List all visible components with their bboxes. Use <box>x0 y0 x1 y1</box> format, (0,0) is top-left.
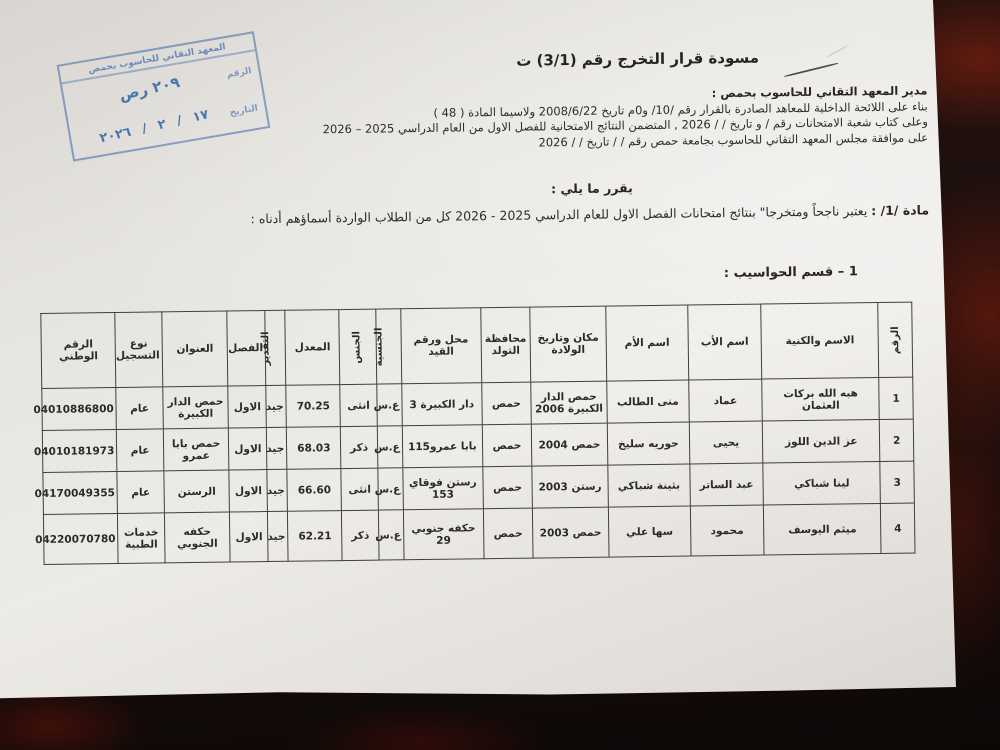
student-cell: ع.س <box>375 467 404 511</box>
student-cell: 04170049355 <box>34 471 118 515</box>
column-header: الاسم والكنية <box>760 302 880 380</box>
preamble-block: مدير المعهد التقاني للحاسوب بحمص : بناء … <box>67 83 929 156</box>
student-cell: 62.21 <box>287 510 343 562</box>
student-cell: ع.س <box>374 425 403 469</box>
column-header: الجنس <box>339 309 377 385</box>
student-cell: الاول <box>229 469 268 513</box>
student-cell: عام <box>116 386 164 430</box>
student-cell: حمص بابا عمرو <box>163 428 230 471</box>
student-cell: الرستن <box>163 470 230 513</box>
student-cell: حوريه سليخ <box>607 422 690 466</box>
student-cell: عام <box>117 470 165 514</box>
article-1-line: مادة /1/ : يعتبر ناجحاً ومتخرجا" بنتائج … <box>49 202 930 229</box>
student-cell: عبد الساتر <box>689 463 764 507</box>
students-table: الرقم الاسم والكنية اسم الأب اسم الأم مكان و… <box>33 302 916 565</box>
student-cell: 4 <box>880 503 916 554</box>
student-cell: الاول <box>228 427 268 471</box>
decree-intro: يقرر ما يلي : <box>551 180 633 197</box>
student-cell: رستن 2003 <box>531 465 609 509</box>
student-cell: خدمات الطبية <box>117 512 165 564</box>
student-cell: ع.س <box>375 509 404 561</box>
column-header: المعدل <box>284 309 341 386</box>
student-cell: منى الطالب <box>606 380 690 424</box>
document-title: مسودة قرار التخرج رقم (3/1) ت <box>516 48 760 70</box>
student-cell: 66.60 <box>286 468 342 512</box>
student-cell: حمص <box>481 382 532 425</box>
student-cell: جيد <box>267 469 288 512</box>
student-cell: حمص <box>483 508 534 559</box>
student-cell: حمص <box>482 424 532 467</box>
student-cell: ع.س <box>373 383 402 427</box>
student-cell: ميثم اليوسف <box>763 503 882 556</box>
student-cell: حكفه جنوبي 29 <box>403 508 484 560</box>
student-cell: جيد <box>267 511 289 562</box>
student-cell: عز الدين اللوز <box>762 419 881 464</box>
student-cell: انثى <box>341 468 379 511</box>
table-header-row: الرقم الاسم والكنية اسم الأب اسم الأم مكان و… <box>40 302 913 389</box>
student-cell: 04220070780 <box>35 513 119 565</box>
student-cell: 2 <box>879 419 914 462</box>
student-row: 4 ميثم اليوسف محمود سها علي حمص 2003 حمص حكفه … <box>35 503 916 565</box>
student-cell: الاول <box>228 385 267 429</box>
column-header: نوع التسجيل <box>115 311 163 388</box>
student-cell: حمص الدار الكبيرة <box>162 386 229 429</box>
student-cell: حكفه الجنوبي <box>164 512 231 563</box>
student-cell: سها علي <box>608 506 691 558</box>
student-cell: دار الكبيرة 3 <box>401 382 483 426</box>
student-cell: حمص <box>482 466 533 509</box>
student-cell: بثينة شباكي <box>607 464 691 508</box>
column-header: اسم الأب <box>687 304 762 381</box>
student-cell: بابا عمرو115 <box>401 424 483 468</box>
column-header: محافظة التولد <box>480 307 531 383</box>
pen-stroke-mark-small <box>826 44 850 58</box>
student-cell: حمص 2004 <box>531 423 608 467</box>
column-header: التقدير <box>260 310 286 386</box>
student-cell: رستن فوقاي 153 <box>402 466 484 510</box>
column-header: مكان وتاريخ الولادة <box>529 306 607 383</box>
student-cell: 68.03 <box>286 426 342 470</box>
column-header: اسم الأم <box>605 305 689 382</box>
column-header: الرقم الوطني <box>40 312 117 389</box>
column-header: محل ورقم القيد <box>400 307 482 384</box>
student-cell: يحيى <box>689 421 763 465</box>
student-cell: جيد <box>266 427 287 470</box>
student-cell: حمص الدار الكبيرة 2006 <box>530 381 608 425</box>
student-cell: 1 <box>879 377 914 420</box>
student-cell: 70.25 <box>285 384 341 428</box>
column-header: الرقم <box>878 302 913 378</box>
column-header: الجنسية <box>373 308 402 385</box>
student-cell: عام <box>116 428 164 472</box>
student-cell: ذكر <box>341 510 379 561</box>
student-cell: هبه الله بركات العثمان <box>761 377 880 422</box>
student-cell: 04010886800 <box>33 387 117 431</box>
pen-stroke-mark <box>783 62 839 78</box>
article-1-text: يعتبر ناجحاً ومتخرجا" بنتائج امتحانات ال… <box>250 203 868 227</box>
stamp-number-label: الرقم <box>225 66 253 81</box>
student-cell: 3 <box>880 461 915 504</box>
student-cell: انثى <box>340 384 377 427</box>
student-cell: ذكر <box>340 426 378 469</box>
student-cell: لينا شباكي <box>762 461 881 506</box>
column-header: العنوان <box>161 311 229 387</box>
student-cell: عماد <box>688 379 763 423</box>
article-1-label: مادة /1/ : <box>871 202 930 219</box>
student-cell: محمود <box>690 505 765 556</box>
section-heading-computers-dept: 1 – قسم الحواسيب : <box>723 264 858 282</box>
student-cell: جيد <box>266 385 287 428</box>
student-cell: الاول <box>229 511 269 563</box>
student-cell: 04010181973 <box>34 429 118 473</box>
student-cell: حمص 2003 <box>532 507 609 559</box>
